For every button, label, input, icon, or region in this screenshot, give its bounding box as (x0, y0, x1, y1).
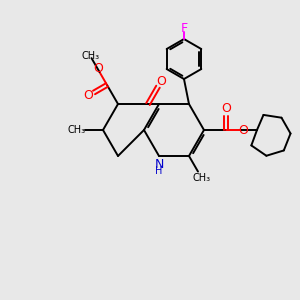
Text: CH₃: CH₃ (193, 173, 211, 184)
Text: O: O (238, 124, 248, 136)
Text: CH₃: CH₃ (81, 51, 100, 62)
Text: O: O (156, 75, 166, 88)
Text: N: N (154, 158, 164, 172)
Text: O: O (93, 62, 103, 75)
Text: O: O (221, 103, 231, 116)
Text: O: O (83, 89, 93, 103)
Text: CH₃: CH₃ (68, 125, 86, 135)
Text: F: F (180, 22, 188, 34)
Text: H: H (155, 166, 163, 176)
